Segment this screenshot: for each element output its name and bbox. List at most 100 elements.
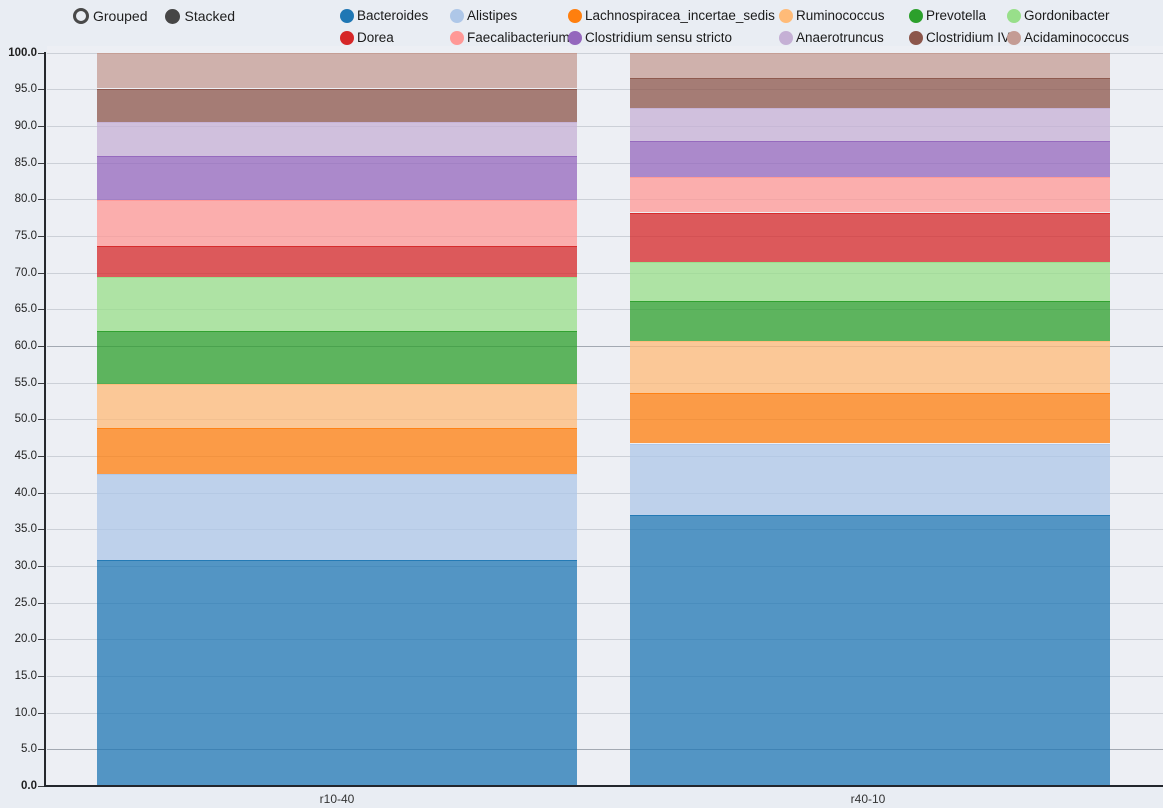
bar-segment-r40-10-alistipes[interactable]	[630, 443, 1110, 515]
y-tick-mark	[38, 125, 45, 127]
legend-label: Ruminococcus	[796, 8, 885, 23]
bar-segment-r40-10-clostridium-iv[interactable]	[630, 78, 1110, 108]
bar-segment-r40-10-ruminococcus[interactable]	[630, 340, 1110, 393]
legend-swatch-icon	[909, 8, 923, 23]
bar-segment-r40-10-acidaminococcus[interactable]	[630, 52, 1110, 79]
gridline	[47, 639, 1163, 641]
bar-segment-r10-40-alistipes[interactable]	[97, 473, 577, 561]
y-tick-mark	[38, 712, 45, 714]
legend-item-acidaminococcus[interactable]: Acidaminococcus	[1007, 30, 1129, 45]
legend-swatch-icon	[568, 8, 582, 23]
y-tick-mark	[38, 346, 45, 347]
legend-swatch-icon	[909, 30, 923, 45]
legend-label: Dorea	[357, 30, 394, 45]
legend-item-anaerotruncus[interactable]: Anaerotruncus	[779, 30, 884, 45]
legend-item-prevotella[interactable]: Prevotella	[909, 8, 986, 23]
y-tick-mark	[38, 272, 45, 274]
bar-segment-r10-40-gordonibacter[interactable]	[97, 277, 577, 331]
bar-segment-r10-40-lachnospiracea_incertae_sedis[interactable]	[97, 428, 577, 474]
y-tick-label: 5.0	[21, 743, 37, 756]
gridline	[47, 236, 1163, 237]
emphasized-gridline	[47, 346, 1163, 347]
y-tick-label: 80.0	[14, 193, 37, 206]
legend-label: Bacteroides	[357, 8, 429, 23]
gridline	[47, 566, 1163, 567]
bar-segment-r10-40-faecalibacterium[interactable]	[97, 200, 577, 247]
y-tick-label: 55.0	[14, 376, 37, 389]
bar-segment-r10-40-clostridium-sensu-stricto[interactable]	[97, 156, 577, 200]
gridline	[47, 382, 1163, 384]
gridline	[47, 199, 1163, 201]
legend-item-ruminococcus[interactable]: Ruminococcus	[779, 8, 885, 23]
y-tick-mark	[38, 492, 45, 494]
y-tick-label: 70.0	[14, 266, 37, 279]
y-tick-mark	[38, 236, 45, 237]
legend-item-dorea[interactable]: Dorea	[340, 30, 394, 45]
gridline	[47, 492, 1163, 494]
bar-segment-r40-10-dorea[interactable]	[630, 212, 1110, 262]
bar-segment-r40-10-anaerotruncus[interactable]	[630, 107, 1110, 141]
legend-swatch-icon	[1007, 8, 1021, 23]
legend-swatch-icon	[779, 30, 793, 45]
bar-segment-r10-40-prevotella[interactable]	[97, 330, 577, 385]
bar-segment-r10-40-dorea[interactable]	[97, 246, 577, 277]
y-tick-label: 100.0	[8, 46, 37, 59]
bar-segment-r40-10-bacteroides[interactable]	[630, 514, 1110, 786]
legend-item-clostridium-sensu-stricto[interactable]: Clostridium sensu stricto	[568, 30, 732, 45]
y-tick-label: 85.0	[14, 156, 37, 169]
bar-segment-r10-40-acidaminococcus[interactable]	[97, 52, 577, 89]
y-tick-mark	[38, 419, 45, 421]
radio-selected-icon	[165, 8, 181, 24]
y-tick-mark	[38, 786, 45, 787]
y-tick-label: 75.0	[14, 230, 37, 242]
bar-segment-r40-10-clostridium-sensu-stricto[interactable]	[630, 140, 1110, 178]
y-tick-label: 90.0	[14, 119, 37, 132]
legend-label: Alistipes	[467, 8, 518, 23]
legend-label: Gordonibacter	[1024, 8, 1110, 23]
legend-swatch-icon	[340, 30, 354, 45]
gridline	[47, 419, 1163, 421]
legend-item-bacteroides[interactable]: Bacteroides	[340, 8, 428, 23]
legend-label: Faecalibacterium	[467, 30, 570, 45]
y-tick-mark	[38, 199, 45, 201]
emphasized-gridline	[47, 749, 1163, 751]
grouped-radio-label: Grouped	[93, 8, 148, 24]
grouped-radio[interactable]: Grouped	[73, 8, 147, 24]
stacked-radio-label: Stacked	[184, 8, 236, 24]
gridline	[47, 309, 1163, 311]
bar-segment-r10-40-bacteroides[interactable]	[97, 560, 577, 786]
gridline	[47, 125, 1163, 127]
y-tick-label: 35.0	[14, 523, 37, 536]
bar-segment-r10-40-ruminococcus[interactable]	[97, 384, 577, 429]
legend-item-clostridium-iv[interactable]: Clostridium IV	[909, 30, 1010, 45]
legend-item-faecalibacterium[interactable]: Faecalibacterium	[450, 30, 570, 45]
bar-segment-r40-10-faecalibacterium[interactable]	[630, 177, 1110, 213]
y-tick-mark	[38, 639, 45, 641]
stacked-radio[interactable]: Stacked	[165, 8, 235, 24]
y-tick-label: 15.0	[14, 670, 37, 682]
bar-segment-r40-10-prevotella[interactable]	[630, 301, 1110, 341]
gridline	[47, 712, 1163, 714]
y-tick-mark	[38, 382, 45, 384]
y-tick-label: 25.0	[14, 596, 37, 609]
y-tick-label: 40.0	[14, 486, 37, 499]
y-tick-mark	[38, 52, 45, 54]
bar-segment-r40-10-gordonibacter[interactable]	[630, 261, 1110, 302]
y-tick-mark	[38, 676, 45, 677]
bar-segment-r10-40-clostridium-iv[interactable]	[97, 88, 577, 122]
legend-label: Clostridium IV	[926, 30, 1011, 45]
gridline	[47, 89, 1163, 91]
bar-segment-r10-40-anaerotruncus[interactable]	[97, 121, 577, 156]
y-tick-mark	[38, 89, 45, 91]
legend-swatch-icon	[450, 30, 464, 45]
bar-segment-r40-10-lachnospiracea_incertae_sedis[interactable]	[630, 392, 1110, 444]
y-axis-line	[44, 52, 46, 787]
legend-label: Acidaminococcus	[1024, 30, 1130, 45]
y-tick-label: 50.0	[14, 413, 37, 426]
legend-item-lachnospiracea_incertae_sedis[interactable]: Lachnospiracea_incertae_sedis	[568, 8, 775, 23]
legend-item-alistipes[interactable]: Alistipes	[450, 8, 517, 23]
legend-item-gordonibacter[interactable]: Gordonibacter	[1007, 8, 1110, 23]
gridline	[47, 162, 1163, 164]
gridline	[47, 676, 1163, 677]
